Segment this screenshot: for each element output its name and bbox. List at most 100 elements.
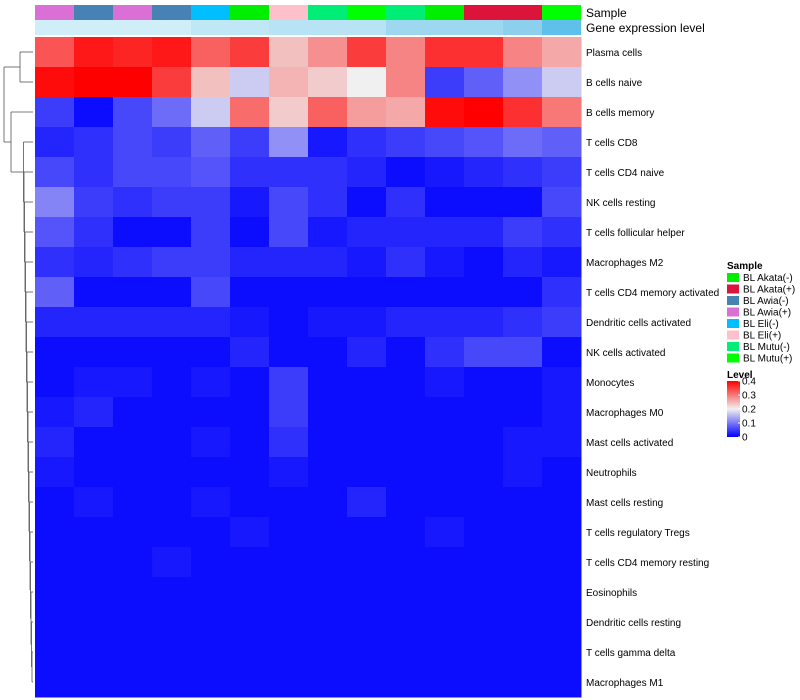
heatmap-cell [464,127,504,158]
heatmap-cell [35,367,75,398]
heatmap-cell [464,277,504,308]
row-label: Neutrophils [586,468,637,479]
heatmap-cell [269,547,309,578]
expression-annotation-cell [542,20,581,35]
heatmap-cell [308,247,348,278]
heatmap-cell [269,187,309,218]
heatmap-cell [308,637,348,668]
heatmap-cell [35,187,75,218]
heatmap-cell [503,427,543,458]
heatmap-cell [35,217,75,248]
heatmap-cell [152,637,192,668]
legend-sample-title: Sample [727,261,763,272]
row-label: B cells naive [586,78,643,89]
heatmap-cell [269,487,309,518]
row-label: T cells regulatory Tregs [586,528,690,539]
heatmap-cell [386,157,426,188]
heatmap-cell [347,397,387,428]
heatmap-cell [542,667,582,698]
heatmap-cell [542,457,582,488]
row-label: Mast cells resting [586,498,663,509]
legend-label: BL Mutu(-) [743,342,790,353]
heatmap-cell [152,37,192,68]
heatmap-cell [35,547,75,578]
heatmap-cell [386,277,426,308]
heatmap-cell [347,517,387,548]
heatmap-cell [308,337,348,368]
heatmap-cell [542,37,582,68]
heatmap-cell [347,667,387,698]
heatmap-cell [386,547,426,578]
heatmap-cell [35,577,75,608]
heatmap-cell [191,247,231,278]
heatmap-cell [503,607,543,638]
heatmap-cell [386,397,426,428]
heatmap-cell [542,607,582,638]
heatmap-cell [230,577,270,608]
heatmap-cell [425,547,465,578]
heatmap-cell [74,457,114,488]
heatmap-cell [35,127,75,158]
heatmap-cell [113,487,153,518]
heatmap-cell [542,127,582,158]
heatmap-cell [152,517,192,548]
heatmap-cell [191,457,231,488]
heatmap-cell [269,517,309,548]
expression-annotation-cell [386,20,425,35]
sample-annotation-cell [269,5,308,20]
heatmap-cell [503,187,543,218]
heatmap-cell [269,127,309,158]
row-label: T cells CD4 memory activated [586,288,719,299]
heatmap-cell [230,307,270,338]
heatmap-cell [308,277,348,308]
heatmap-cell [152,367,192,398]
sample-annotation-cell [464,5,503,20]
heatmap-cell [464,367,504,398]
heatmap-cell [230,67,270,98]
heatmap-cell [269,277,309,308]
heatmap-cell [230,187,270,218]
heatmap-cell [386,487,426,518]
heatmap-cell [308,37,348,68]
heatmap-cell [425,397,465,428]
heatmap-cell [113,337,153,368]
heatmap-cell [542,217,582,248]
legend-swatch [727,330,739,340]
heatmap-cell [230,217,270,248]
sample-annotation-cell [386,5,425,20]
heatmap-cell [269,607,309,638]
heatmap-cell [35,457,75,488]
heatmap-cell [113,157,153,188]
heatmap-cell [152,247,192,278]
heatmap-cell [230,667,270,698]
heatmap-cell [191,277,231,308]
heatmap-cell [347,277,387,308]
row-label: Dendritic cells resting [586,618,681,629]
heatmap-cell [269,457,309,488]
sample-annotation-cell [152,5,191,20]
legend-level-title: Level [727,370,753,381]
heatmap-cell [464,397,504,428]
heatmap-cell [74,637,114,668]
heatmap-cell [74,157,114,188]
heatmap-cell [152,457,192,488]
heatmap-cell [542,97,582,128]
heatmap-cell [35,37,75,68]
heatmap-cell [230,337,270,368]
row-label: NK cells activated [586,348,665,359]
heatmap-cell [113,247,153,278]
heatmap-cell [425,217,465,248]
heatmap-cell [308,307,348,338]
heatmap-cell [386,217,426,248]
expression-annotation-cell [464,20,503,35]
legend-tick-label: 0.4 [742,377,756,388]
heatmap-cell [425,277,465,308]
row-label: T cells follicular helper [586,228,685,239]
heatmap-cell [35,397,75,428]
heatmap-cell [230,607,270,638]
expression-annotation-cell [425,20,464,35]
heatmap-cell [542,157,582,188]
heatmap-cell [269,667,309,698]
legend-swatch [727,273,739,282]
heatmap-cell [113,127,153,158]
